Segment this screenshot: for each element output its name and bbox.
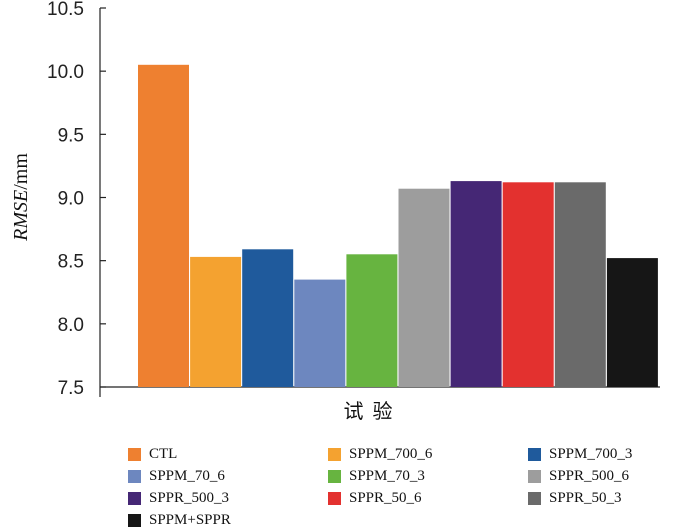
y-tick-label: 10.5 — [47, 0, 84, 20]
legend-item: SPPR_50_6 — [328, 488, 528, 509]
x-axis-title: 试 验 — [344, 400, 395, 423]
legend-label: SPPR_50_3 — [549, 490, 622, 506]
y-tick-label: 9.0 — [58, 189, 84, 210]
bar-chart: 7.5 8.0 8.5 9.0 9.5 10.0 10.5 RMSE/mm 试 验 — [10, 0, 660, 423]
legend-item: SPPM_700_3 — [528, 444, 688, 465]
legend-swatch — [528, 448, 541, 461]
legend-label: SPPM_700_3 — [549, 446, 633, 462]
legend-swatch — [328, 470, 341, 483]
y-ticks: 7.5 8.0 8.5 9.0 9.5 10.0 10.5 — [47, 0, 106, 399]
bar-sppm-700-3 — [242, 249, 294, 387]
legend-label: SPPM_70_6 — [149, 468, 225, 484]
legend-swatch — [128, 492, 141, 505]
bars — [138, 64, 658, 388]
bar-sppr-500-6 — [398, 188, 450, 387]
legend-swatch — [128, 470, 141, 483]
legend-label: SPPR_500_3 — [149, 490, 230, 506]
legend-label: SPPM+SPPR — [149, 512, 231, 528]
legend-swatch — [528, 470, 541, 483]
legend-item: SPPR_50_3 — [528, 488, 688, 509]
legend-swatch — [528, 492, 541, 505]
legend-item: SPPM+SPPR — [128, 510, 328, 531]
legend-label: SPPM_700_6 — [349, 446, 433, 462]
bar-sppm-70-6 — [294, 279, 346, 387]
legend-item: SPPM_70_3 — [328, 466, 528, 487]
legend-label: SPPM_70_3 — [349, 468, 425, 484]
y-tick-label: 9.5 — [58, 125, 84, 146]
y-tick-label: 8.5 — [58, 252, 84, 273]
y-tick-label: 8.0 — [58, 315, 84, 336]
legend-label: SPPR_50_6 — [349, 490, 422, 506]
legend-swatch — [128, 448, 141, 461]
y-axis-title: RMSE/mm — [10, 153, 32, 242]
legend-item: SPPR_500_6 — [528, 466, 688, 487]
bar-sppm-sppr — [606, 258, 658, 387]
bar-sppm-70-3 — [346, 254, 398, 387]
legend-item: CTL — [128, 444, 328, 465]
legend-label: SPPR_500_6 — [549, 468, 630, 484]
legend-swatch — [328, 448, 341, 461]
bar-sppr-500-3 — [450, 181, 502, 387]
legend: CTL SPPM_700_6 SPPM_700_3 SPPM_70_6 SPPM_70_… — [128, 444, 688, 531]
legend-swatch — [328, 492, 341, 505]
legend-item: SPPM_700_6 — [328, 444, 528, 465]
y-tick-label: 10.0 — [47, 62, 84, 83]
bar-ctl — [138, 64, 189, 388]
legend-item: SPPR_500_3 — [128, 488, 328, 509]
bar-sppm-700-6 — [190, 256, 242, 387]
legend-swatch — [128, 514, 141, 527]
legend-item: SPPM_70_6 — [128, 466, 328, 487]
y-tick-label: 7.5 — [58, 378, 84, 399]
bar-sppr-50-6 — [502, 182, 554, 387]
legend-label: CTL — [149, 446, 178, 462]
bar-sppr-50-3 — [554, 182, 606, 387]
